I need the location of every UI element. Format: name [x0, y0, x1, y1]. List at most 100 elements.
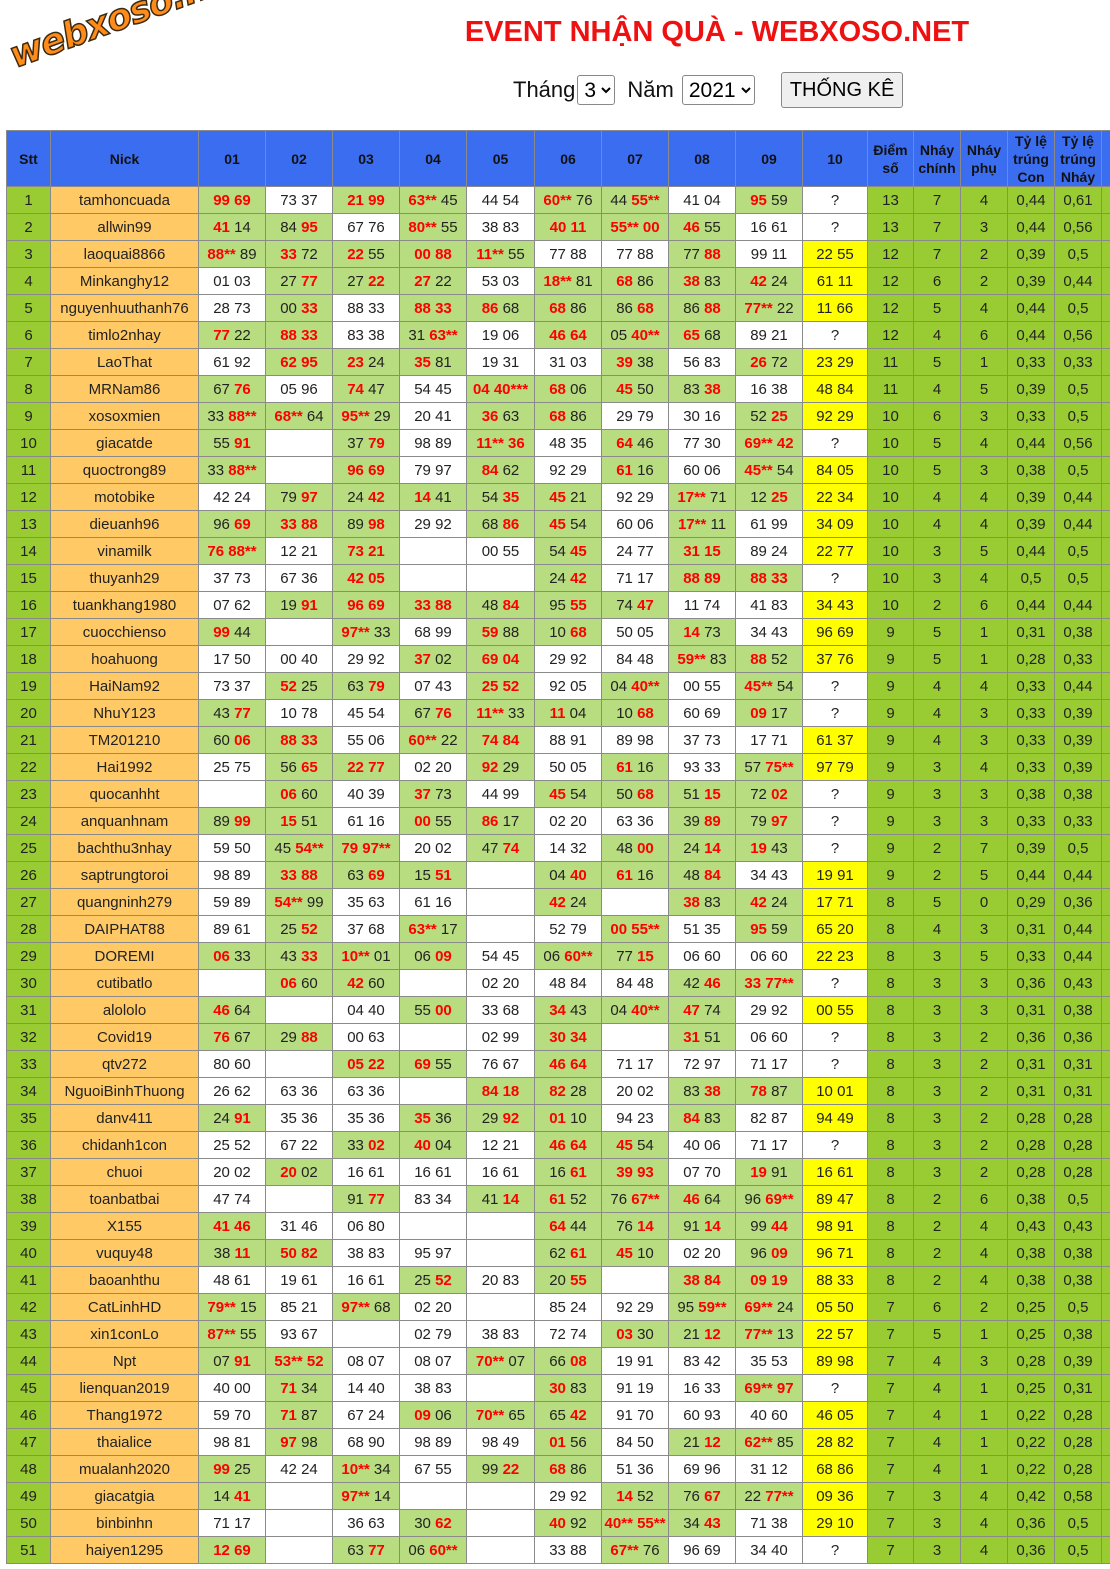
day-10-cell: 29 10: [802, 1509, 868, 1537]
nick-cell[interactable]: vinamilk: [50, 537, 199, 565]
nick-cell[interactable]: Minkanghy12: [50, 267, 199, 295]
nick-cell[interactable]: thaialice: [50, 1428, 199, 1456]
nick-cell[interactable]: timlo2nhay: [50, 321, 199, 349]
day-cell: 35 36: [332, 1104, 400, 1132]
number: 81: [575, 272, 593, 290]
stt-cell: 26: [6, 861, 51, 889]
day-cell: 16 33: [668, 1374, 736, 1402]
nick-cell[interactable]: X155: [50, 1212, 199, 1240]
day-cell: 07 62: [198, 591, 266, 619]
nick-cell[interactable]: binbinhn: [50, 1509, 199, 1537]
nick-cell[interactable]: HaiNam92: [50, 672, 199, 700]
nick-cell[interactable]: thuyanh29: [50, 564, 199, 592]
nick-cell[interactable]: Thang1972: [50, 1401, 199, 1429]
number: 91: [771, 1163, 788, 1181]
nick-cell[interactable]: anquanhnam: [50, 807, 199, 835]
nick-cell[interactable]: quangninh279: [50, 888, 199, 916]
number: 83: [704, 353, 721, 371]
main-hits-cell: 4: [913, 1428, 961, 1456]
nick-cell[interactable]: quocanhht: [50, 780, 199, 808]
nick-cell[interactable]: chidanh1con: [50, 1131, 199, 1159]
hit-number: 74: [347, 380, 364, 398]
nick-cell[interactable]: saptrungtoroi: [50, 861, 199, 889]
nick-cell[interactable]: motobike: [50, 483, 199, 511]
nick-cell[interactable]: giacatde: [50, 429, 199, 457]
day-cell: 72 74: [534, 1320, 602, 1348]
number: 98: [301, 1433, 318, 1451]
nick-cell[interactable]: NhuY123: [50, 699, 199, 727]
number: 33: [549, 1541, 566, 1559]
nick-cell[interactable]: Npt: [50, 1347, 199, 1375]
nick-cell[interactable]: NguoiBinhThuong: [50, 1077, 199, 1105]
nick-cell[interactable]: danv411: [50, 1104, 199, 1132]
number: 38: [213, 1244, 231, 1262]
day-cell: [265, 1509, 333, 1537]
nick-cell[interactable]: qtv272: [50, 1050, 199, 1078]
nick-cell[interactable]: xosoxmien: [50, 402, 199, 430]
nick-cell[interactable]: lienquan2019: [50, 1374, 199, 1402]
rate-star-cell: 0,5: [1054, 240, 1102, 268]
day-cell: 55 00: [399, 996, 467, 1024]
sub-hits-cell: 5: [960, 861, 1008, 889]
hit-number: 06: [280, 974, 297, 992]
day-cell: 79 97: [735, 807, 803, 835]
nick-cell[interactable]: MRNam86: [50, 375, 199, 403]
nick-cell[interactable]: mualanh2020: [50, 1455, 199, 1483]
clipped-cell: [1101, 753, 1110, 781]
nick-cell[interactable]: baoanhthu: [50, 1266, 199, 1294]
day-cell: 74 47: [332, 375, 400, 403]
day-cell: 34 40: [735, 1536, 803, 1564]
nick-cell[interactable]: LaoThat: [50, 348, 199, 376]
nick-cell[interactable]: nguyenhuuthanh76: [50, 294, 199, 322]
nick-cell[interactable]: cuocchienso: [50, 618, 199, 646]
day-cell: 41 14: [198, 213, 266, 241]
day-cell: [265, 1536, 333, 1564]
nick-cell[interactable]: tamhoncuada: [50, 186, 199, 214]
webxoso-logo[interactable]: webxoso.net: [3, 0, 251, 77]
nick-cell[interactable]: DOREMI: [50, 942, 199, 970]
hit-number: 22: [368, 272, 385, 290]
table-row: 27 quangninh279 59 89 54** 99 35 63 61 16 42 2…: [6, 888, 1110, 916]
nick-cell[interactable]: bachthu3nhay: [50, 834, 199, 862]
number: 69: [704, 1541, 721, 1559]
day-cell: 82 87: [735, 1104, 803, 1132]
day-10-cell: 34 43: [802, 591, 868, 619]
nick-cell[interactable]: dieuanh96: [50, 510, 199, 538]
number: 51: [301, 812, 318, 830]
month-select[interactable]: 3: [577, 75, 616, 105]
nick-cell[interactable]: toanbatbai: [50, 1185, 199, 1213]
nick-cell[interactable]: laoquai8866: [50, 240, 199, 268]
nick-cell[interactable]: giacatgia: [50, 1482, 199, 1510]
nick-cell[interactable]: cutibatlo: [50, 969, 199, 997]
nick-cell[interactable]: xin1conLo: [50, 1320, 199, 1348]
nick-cell[interactable]: Covid19: [50, 1023, 199, 1051]
day-10-cell: 61 37: [802, 726, 868, 754]
nick-cell[interactable]: alololo: [50, 996, 199, 1024]
nick-cell[interactable]: TM201210: [50, 726, 199, 754]
main-hits-cell: 4: [913, 1401, 961, 1429]
nick-cell[interactable]: DAIPHAT88: [50, 915, 199, 943]
main-hits-cell: 4: [913, 510, 961, 538]
nick-cell[interactable]: chuoi: [50, 1158, 199, 1186]
nick-cell[interactable]: haiyen1295: [50, 1536, 199, 1564]
statistics-button[interactable]: THỐNG KÊ: [780, 72, 904, 108]
nick-cell[interactable]: quoctrong89: [50, 456, 199, 484]
number: 34: [301, 1379, 318, 1397]
day-cell: 18** 81: [534, 267, 602, 295]
stt-cell: 33: [6, 1050, 51, 1078]
nick-cell[interactable]: Hai1992: [50, 753, 199, 781]
stt-cell: 24: [6, 807, 51, 835]
number: 92: [771, 1001, 788, 1019]
number: 30: [704, 434, 721, 452]
nick-cell[interactable]: hoahuong: [50, 645, 199, 673]
nick-cell[interactable]: allwin99: [50, 213, 199, 241]
year-select[interactable]: 2021: [681, 75, 755, 105]
number: 52: [570, 1190, 587, 1208]
number: 29: [280, 1028, 297, 1046]
number: 36: [301, 569, 318, 587]
nick-cell[interactable]: tuankhang1980: [50, 591, 199, 619]
nick-cell[interactable]: vuquy48: [50, 1239, 199, 1267]
clipped-cell: [1101, 294, 1110, 322]
day-cell: 95 59**: [668, 1293, 736, 1321]
nick-cell[interactable]: CatLinhHD: [50, 1293, 199, 1321]
